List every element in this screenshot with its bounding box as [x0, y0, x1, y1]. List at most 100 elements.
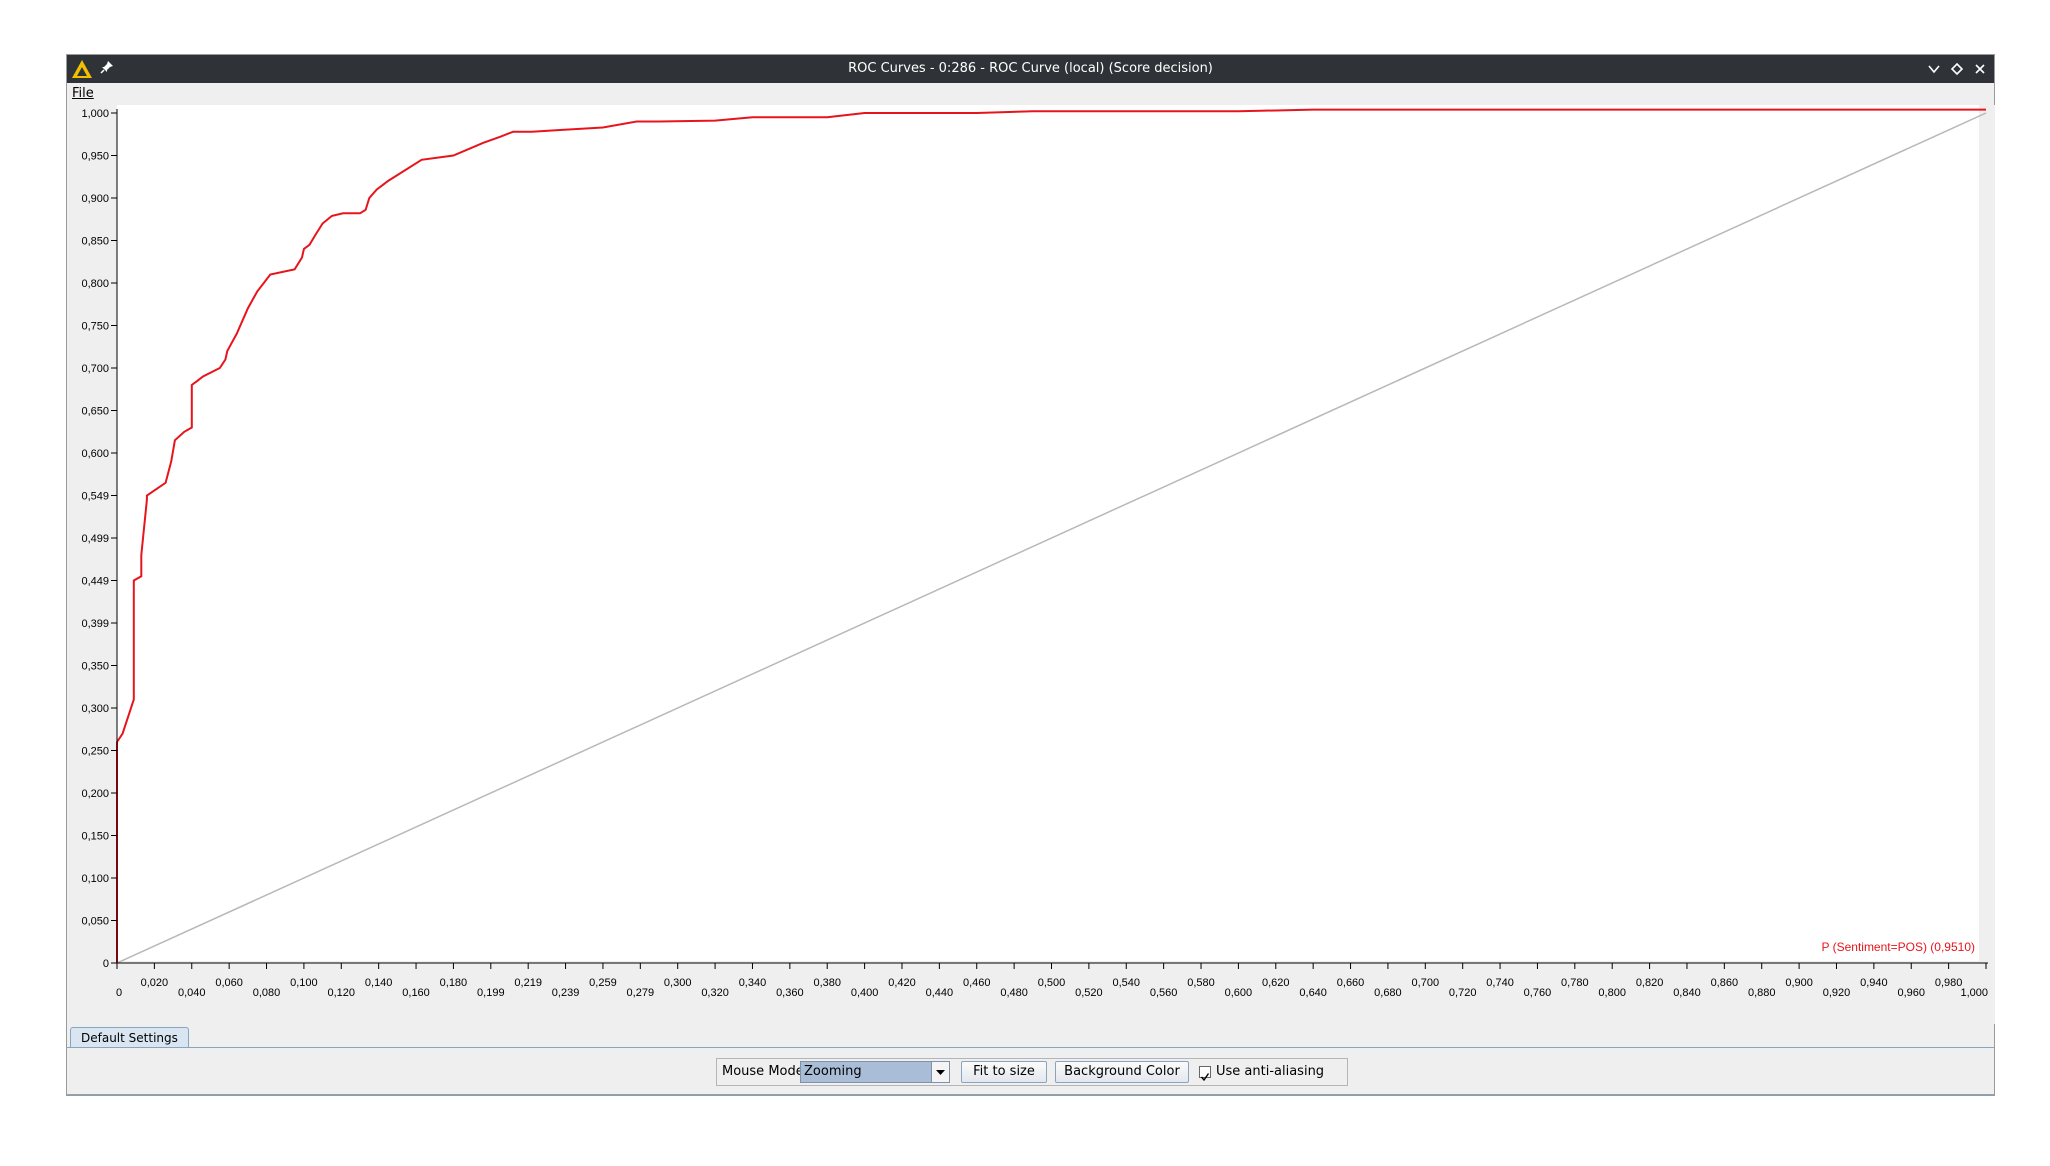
- fit-to-size-button[interactable]: Fit to size: [961, 1061, 1047, 1083]
- x-tick-label: 0,720: [1449, 987, 1477, 999]
- x-tick-label: 0,100: [290, 977, 318, 989]
- x-tick-label: 0,199: [477, 987, 505, 999]
- y-tick-label: 0,499: [81, 533, 109, 545]
- dropdown-arrow-button[interactable]: [931, 1062, 949, 1082]
- x-tick-label: 0,380: [813, 977, 841, 989]
- x-tick-label: 0,120: [328, 987, 356, 999]
- x-tick-label: 0,600: [1225, 987, 1253, 999]
- x-tick-label: 0,239: [552, 987, 580, 999]
- x-tick-label: 0,620: [1262, 977, 1290, 989]
- y-tick-label: 0,900: [81, 193, 109, 205]
- y-tick-label: 0,250: [81, 746, 109, 758]
- x-tick-label: 0,940: [1860, 977, 1888, 989]
- roc-chart-area[interactable]: 0 0,050 0,100 0,150 0,200 0,250 0,300 0,350 0,39…: [67, 105, 1995, 1024]
- tab-default-settings[interactable]: Default Settings: [70, 1027, 189, 1048]
- triangle-down-icon: [936, 1070, 945, 1075]
- menu-file[interactable]: File: [72, 86, 94, 101]
- chevron-down-icon[interactable]: [1924, 59, 1944, 79]
- roc-chart[interactable]: 0 0,050 0,100 0,150 0,200 0,250 0,300 0,350 0,39…: [67, 105, 1995, 1024]
- x-tick-label: 0,500: [1038, 977, 1066, 989]
- x-tick-label: 0,080: [253, 987, 281, 999]
- x-tick-label: 0,780: [1561, 977, 1589, 989]
- y-tick-label: 0,549: [81, 491, 109, 503]
- x-tick-label: 0: [116, 987, 122, 999]
- y-axis-band: [67, 105, 117, 1024]
- x-tick-label: 0,800: [1598, 987, 1626, 999]
- y-tick-label: 0,950: [81, 151, 109, 163]
- x-tick-label: 0,680: [1374, 987, 1402, 999]
- x-tick-label: 0,480: [1000, 987, 1028, 999]
- x-tick-label: 0,340: [739, 977, 767, 989]
- y-tick-label: 0,750: [81, 321, 109, 333]
- y-tick-label: 0,700: [81, 363, 109, 375]
- x-tick-label: 0,960: [1897, 987, 1925, 999]
- y-tick-label: 0,150: [81, 831, 109, 843]
- y-tick-label: 0,050: [81, 916, 109, 928]
- x-tick-label: 0,880: [1748, 987, 1776, 999]
- x-tick-label: 0,060: [215, 977, 243, 989]
- knime-triangle-icon: [72, 60, 92, 78]
- controls-group: Mouse Mode Zooming Fit to size Backgroun…: [716, 1058, 1348, 1086]
- x-axis-band: [67, 961, 1995, 1024]
- x-tick-label: 0,660: [1337, 977, 1365, 989]
- x-tick-label: 0,820: [1636, 977, 1664, 989]
- diagonal-reference-line: [116, 112, 1987, 964]
- x-tick-label: 0,360: [776, 987, 804, 999]
- y-tick-label: 0: [103, 958, 109, 970]
- x-tick-label: 0,219: [514, 977, 542, 989]
- x-tick-label: 0,160: [402, 987, 430, 999]
- x-tick-label: 0,920: [1823, 987, 1851, 999]
- x-tick-label: 0,040: [178, 987, 206, 999]
- legend-entry: P (Sentiment=POS) (0,9510): [1821, 940, 1975, 954]
- mouse-mode-value: Zooming: [804, 1064, 862, 1079]
- y-tick-label: 0,100: [81, 873, 109, 885]
- mouse-mode-select[interactable]: Zooming: [800, 1061, 950, 1083]
- y-tick-label: 0,449: [81, 576, 109, 588]
- x-tick-label: 0,020: [141, 977, 169, 989]
- settings-panel: Mouse Mode Zooming Fit to size Backgroun…: [67, 1047, 1994, 1095]
- x-tick-label: 0,420: [888, 977, 916, 989]
- roc-curves-window: ROC Curves - 0:286 - ROC Curve (local) (…: [66, 54, 1995, 1096]
- x-tick-label: 0,180: [440, 977, 468, 989]
- x-tick-label: 0,279: [627, 987, 655, 999]
- x-tick-label: 0,640: [1299, 987, 1327, 999]
- close-icon[interactable]: [1970, 59, 1990, 79]
- right-band: [1979, 105, 1995, 1024]
- x-tick-label: 0,560: [1150, 987, 1178, 999]
- x-tick-label: 0,140: [365, 977, 393, 989]
- x-tick-label: 0,540: [1112, 977, 1140, 989]
- y-tick-label: 0,399: [81, 618, 109, 630]
- x-tick-label: 0,320: [701, 987, 729, 999]
- roc-curve-line: [116, 108, 1986, 963]
- x-tick-label: 0,460: [963, 977, 991, 989]
- y-tick-label: 0,300: [81, 703, 109, 715]
- checkmark-icon: [1200, 1073, 1210, 1082]
- plot-background: [67, 105, 1995, 1024]
- title-bar[interactable]: ROC Curves - 0:286 - ROC Curve (local) (…: [67, 55, 1994, 83]
- y-tick-label: 0,350: [81, 661, 109, 673]
- x-tick-label: 0,760: [1524, 987, 1552, 999]
- y-tick-label: 0,600: [81, 448, 109, 460]
- x-tick-label: 0,400: [851, 987, 879, 999]
- x-tick-label: 0,580: [1187, 977, 1215, 989]
- x-tick-label: 0,900: [1785, 977, 1813, 989]
- x-tick-label: 0,840: [1673, 987, 1701, 999]
- background-color-button[interactable]: Background Color: [1055, 1061, 1189, 1083]
- y-tick-label: 0,800: [81, 278, 109, 290]
- menu-bar: File: [67, 83, 1994, 105]
- anti-aliasing-checkbox[interactable]: [1199, 1066, 1211, 1082]
- x-tick-label: 0,700: [1412, 977, 1440, 989]
- y-tick-label: 0,650: [81, 406, 109, 418]
- mouse-mode-label: Mouse Mode: [722, 1064, 804, 1079]
- x-tick-label: 0,440: [926, 987, 954, 999]
- pin-icon[interactable]: [99, 59, 115, 75]
- x-tick-label: 1,000: [1960, 987, 1988, 999]
- x-tick-label: 0,300: [664, 977, 692, 989]
- y-tick-label: 0,850: [81, 236, 109, 248]
- x-tick-label: 0,520: [1075, 987, 1103, 999]
- diamond-icon[interactable]: [1947, 59, 1967, 79]
- x-tick-label: 0,860: [1711, 977, 1739, 989]
- y-tick-label: 0,200: [81, 788, 109, 800]
- y-tick-label: 1,000: [81, 108, 109, 120]
- x-tick-label: 0,740: [1486, 977, 1514, 989]
